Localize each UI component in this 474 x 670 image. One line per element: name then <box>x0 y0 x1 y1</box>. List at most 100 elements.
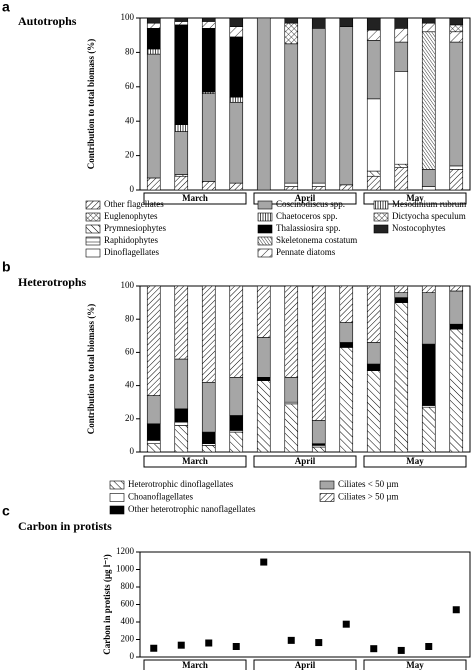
bar-segment <box>449 17 464 26</box>
bar-segment <box>284 22 299 45</box>
point <box>370 645 378 653</box>
bar-segment <box>146 285 161 396</box>
legend-label: Coscinodiscus spp. <box>276 199 345 209</box>
legend-swatch <box>85 236 101 246</box>
bar-segment <box>229 96 244 103</box>
legend-label: Ciliates > 50 µm <box>338 492 399 502</box>
bar-segment <box>311 28 326 184</box>
bar-segment <box>229 182 244 191</box>
legend-swatch <box>85 200 101 210</box>
y-tick-label: 100 <box>121 12 135 22</box>
bar-segment <box>256 285 271 338</box>
bar-segment <box>339 347 354 453</box>
bar-segment <box>146 395 161 425</box>
bar-segment <box>366 342 381 365</box>
legend-label: Nostocophytes <box>392 223 446 233</box>
bar-segment <box>174 421 189 426</box>
bar-segment <box>394 71 409 165</box>
legend-swatch <box>109 505 125 515</box>
point <box>287 636 295 644</box>
bar-segment <box>146 440 161 445</box>
group-box <box>253 192 357 205</box>
legend-label: Chaetoceros spp. <box>276 211 337 221</box>
point <box>232 643 240 650</box>
group-label: April <box>295 456 316 466</box>
bar-segment <box>201 285 216 383</box>
legend-swatch <box>319 480 335 490</box>
bar-segment <box>174 131 189 175</box>
point <box>452 606 460 614</box>
y-axis-label: Carbon in protists (µg l⁻¹) <box>102 554 112 654</box>
legend-label: Skeletonema costatum <box>276 235 357 245</box>
bar-segment <box>449 169 464 191</box>
bar-segment <box>229 26 244 38</box>
legend-swatch <box>373 200 389 210</box>
bar-segment <box>284 376 299 403</box>
bar-segment <box>174 285 189 360</box>
point <box>342 620 350 628</box>
y-tick-label: 400 <box>121 616 135 626</box>
panel-title: Autotrophs <box>18 14 77 28</box>
y-tick-label: 80 <box>125 46 135 56</box>
bar-segment <box>311 285 326 421</box>
y-tick-label: 600 <box>121 599 135 609</box>
bar-segment <box>421 285 436 293</box>
bar-segment <box>394 163 409 168</box>
bar-segment <box>394 167 409 191</box>
bar-segment <box>394 28 409 43</box>
bar-segment <box>201 28 216 93</box>
panel-title: Carbon in protists <box>18 519 112 533</box>
group-box <box>363 659 467 670</box>
bar-segment <box>311 186 326 191</box>
y-tick-label: 20 <box>125 413 135 423</box>
legend-label: Heterotrophic dinoflagellates <box>128 479 234 489</box>
point <box>150 644 158 652</box>
bar-segment <box>366 98 381 172</box>
legend-label: Other heterotrophic nanoflagellates <box>128 504 256 514</box>
bar-segment <box>201 21 216 29</box>
legend-label: Thalassiosira spp. <box>276 223 341 233</box>
bar-segment <box>284 403 299 453</box>
point <box>177 641 185 649</box>
bar-segment <box>366 17 381 31</box>
bar-segment <box>339 17 354 27</box>
legend-label: Prymnesiophytes <box>104 223 166 233</box>
bar-segment <box>146 17 161 24</box>
panel-title: Heterotrophs <box>18 275 87 289</box>
bar-segment <box>256 380 271 453</box>
bar-segment <box>229 36 244 98</box>
group-label: March <box>182 660 208 670</box>
bar-segment <box>256 17 271 191</box>
bar-segment <box>421 406 436 453</box>
legend-swatch <box>257 236 273 246</box>
bar-segment <box>229 101 244 184</box>
legend-swatch <box>257 248 273 258</box>
bar-segment <box>421 186 436 191</box>
bar-segment <box>284 43 299 184</box>
legend-label: Mesodinium rubrum <box>392 199 466 209</box>
bar-segment <box>229 285 244 378</box>
bar-segment <box>174 358 189 410</box>
plot-frame <box>139 17 471 191</box>
bar-segment <box>366 40 381 100</box>
bar-segment <box>146 28 161 50</box>
legend-label: Raphidophytes <box>104 235 158 245</box>
bar-segment <box>146 423 161 441</box>
bar-segment <box>174 124 189 132</box>
bar-segment <box>201 431 216 444</box>
group-label: March <box>182 193 208 203</box>
legend-swatch <box>373 224 389 234</box>
group-box <box>143 192 247 205</box>
y-tick-label: 60 <box>125 346 135 356</box>
y-tick-label: 800 <box>121 581 135 591</box>
bar-segment <box>201 181 216 191</box>
legend-swatch <box>85 248 101 258</box>
y-tick-label: 1200 <box>116 546 135 556</box>
bar-segment <box>339 26 354 186</box>
group-label: April <box>295 660 316 670</box>
bar-segment <box>229 376 244 416</box>
y-axis-label: Contribution to total biomass (%) <box>86 39 96 170</box>
legend-swatch <box>257 200 273 210</box>
bar-segment <box>339 322 354 343</box>
